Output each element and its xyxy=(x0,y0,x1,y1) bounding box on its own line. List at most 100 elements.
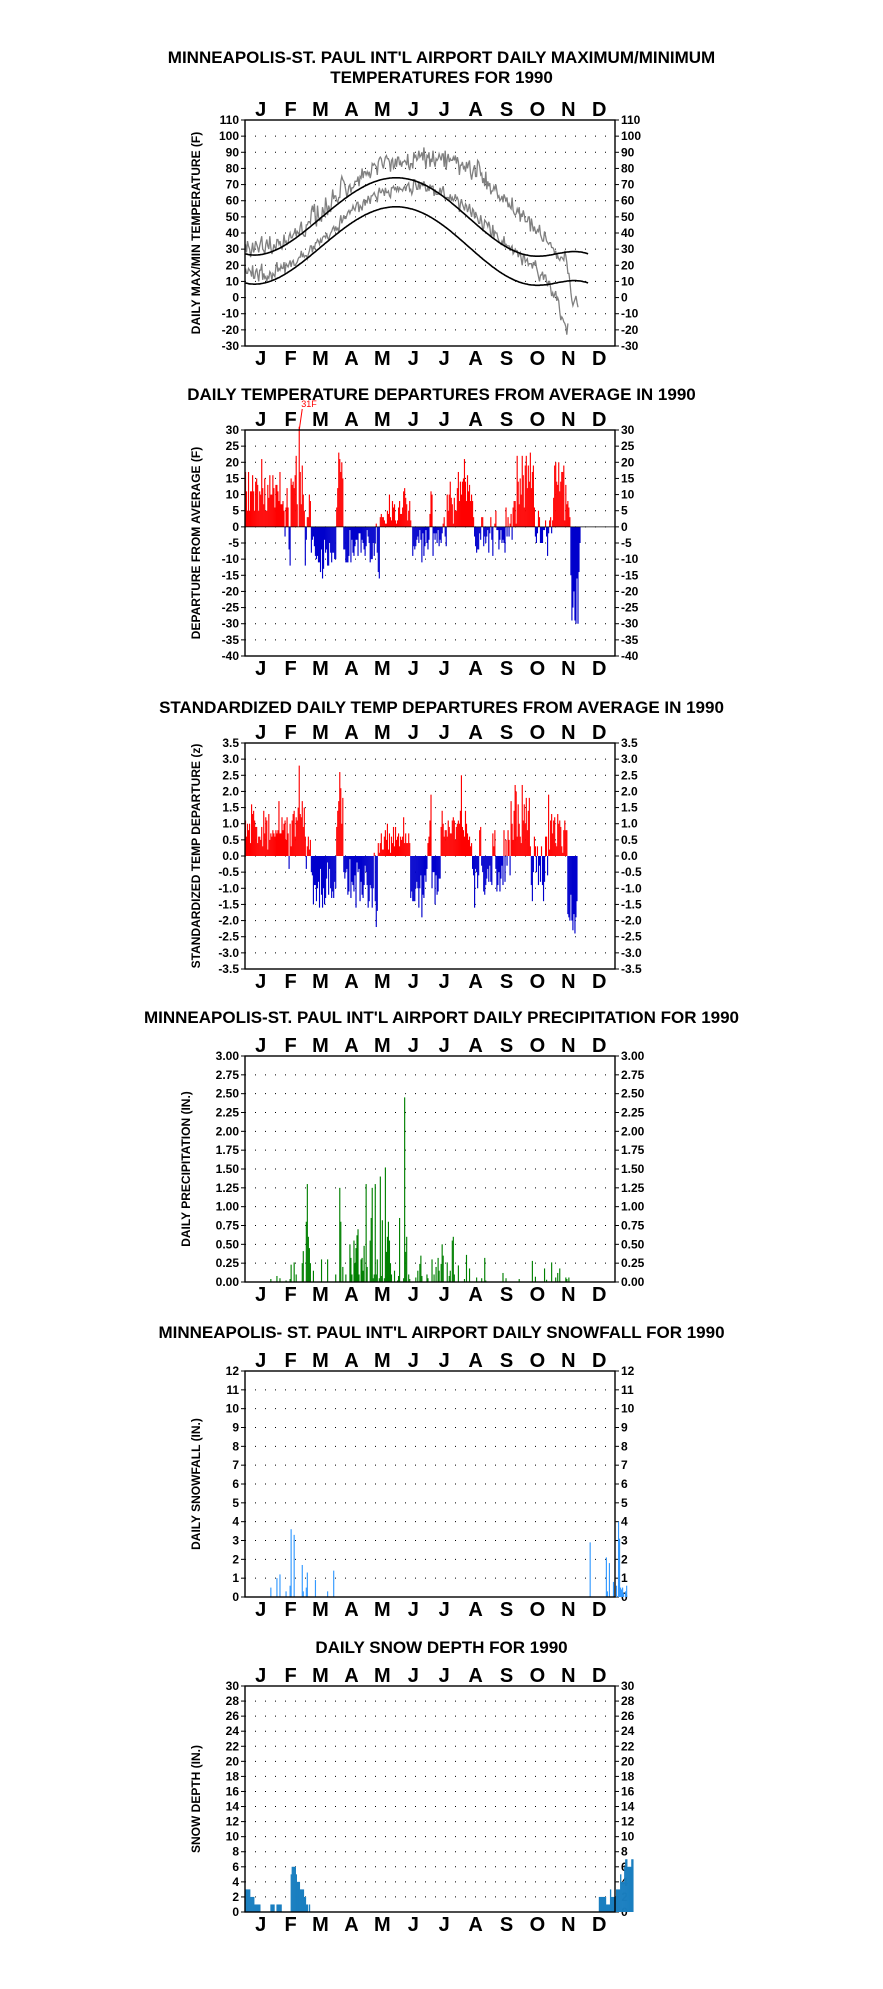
y-tick-label: 11 xyxy=(621,1383,634,1397)
y-tick-label: 10 xyxy=(226,1830,240,1844)
data-bar xyxy=(256,1904,258,1912)
plot-frame xyxy=(244,119,616,347)
month-label: J xyxy=(255,1665,266,1687)
plot-frame xyxy=(244,1685,616,1913)
month-label: S xyxy=(500,348,513,370)
y-tick-label: 1.5 xyxy=(222,801,239,815)
month-label: F xyxy=(285,348,297,370)
month-label: A xyxy=(468,722,482,744)
month-label: J xyxy=(255,1035,266,1057)
y-tick-label: 6 xyxy=(232,1860,239,1874)
data-bar xyxy=(626,1859,628,1912)
data-bar xyxy=(616,1889,618,1912)
y-tick-label: 2.25 xyxy=(216,1106,240,1120)
y-tick-label: 3.00 xyxy=(216,1049,240,1063)
y-tick-label: 16 xyxy=(226,1784,240,1798)
data-bar xyxy=(620,1874,622,1912)
data-bar xyxy=(607,1904,610,1912)
data-bar xyxy=(298,1881,301,1912)
y-tick-label: -40 xyxy=(222,649,240,663)
y-tick-label: -3.0 xyxy=(218,946,239,960)
month-label: A xyxy=(468,1665,482,1687)
month-label: M xyxy=(374,1350,391,1372)
month-label: M xyxy=(312,409,329,431)
y-tick-label: 1.5 xyxy=(621,801,638,815)
plot-area xyxy=(244,765,578,934)
y-tick-label: 14 xyxy=(621,1800,635,1814)
month-label: M xyxy=(312,1350,329,1372)
y-tick-label: 10 xyxy=(621,488,635,502)
y-tick-label: 1.00 xyxy=(621,1200,645,1214)
y-tick-label: 0.75 xyxy=(216,1219,240,1233)
y-tick-label: 28 xyxy=(226,1694,240,1708)
month-label: M xyxy=(312,1599,329,1621)
data-bar xyxy=(301,1889,304,1912)
month-label: M xyxy=(312,1284,329,1306)
data-bar xyxy=(252,1896,254,1912)
month-label: A xyxy=(468,1035,482,1057)
y-tick-label: 8 xyxy=(621,1439,628,1453)
plot-frame xyxy=(244,1055,616,1283)
month-label: O xyxy=(530,1284,546,1306)
y-tick-label: -1.0 xyxy=(218,881,239,895)
y-tick-label: 100 xyxy=(621,129,641,143)
data-bar xyxy=(617,1889,619,1912)
data-bar xyxy=(619,1889,621,1912)
y-tick-label: 22 xyxy=(226,1739,240,1753)
y-axis-label: DEPARTURE FROM AVERAGE (F) xyxy=(189,447,203,639)
y-tick-label: -35 xyxy=(621,633,639,647)
y-tick-label: 8 xyxy=(232,1439,239,1453)
y-tick-label: 22 xyxy=(621,1739,635,1753)
month-label: O xyxy=(530,348,546,370)
y-tick-label: 25 xyxy=(621,439,635,453)
month-label: M xyxy=(374,348,391,370)
data-bar xyxy=(253,1896,255,1912)
month-label: O xyxy=(530,1035,546,1057)
y-tick-label: 20 xyxy=(621,258,635,272)
month-label: N xyxy=(561,971,575,993)
y-tick-label: 0 xyxy=(621,1590,628,1604)
y-tick-label: -25 xyxy=(621,601,639,615)
panel-snowdepth: DAILY SNOW DEPTH FOR 1990 SNOW DEPTH (IN… xyxy=(0,1638,883,1978)
data-bar xyxy=(612,1896,615,1912)
y-tick-label: 30 xyxy=(226,423,240,437)
y-tick-label: 0.0 xyxy=(222,849,239,863)
data-bar xyxy=(296,1881,299,1912)
chart-title-line-1: MINNEAPOLIS- ST. PAUL INT'L AIRPORT DAIL… xyxy=(158,1323,725,1342)
y-tick-label: 2.50 xyxy=(621,1087,645,1101)
month-label: O xyxy=(530,971,546,993)
y-tick-label: 0 xyxy=(621,291,628,305)
y-tick-label: -2.5 xyxy=(621,930,642,944)
month-label: N xyxy=(561,1665,575,1687)
data-bar xyxy=(605,1904,608,1912)
y-tick-label: 2.0 xyxy=(222,784,239,798)
y-tick-label: 3.00 xyxy=(621,1049,645,1063)
y-axis-label: SNOW DEPTH (IN.) xyxy=(189,1745,203,1853)
normal-max-line xyxy=(245,177,589,258)
month-label: J xyxy=(408,348,419,370)
month-label: S xyxy=(500,1665,513,1687)
y-tick-label: 2.00 xyxy=(216,1124,240,1138)
month-label: J xyxy=(439,1350,450,1372)
y-tick-label: -1.5 xyxy=(218,897,239,911)
month-label: D xyxy=(592,722,606,744)
y-tick-label: 80 xyxy=(226,161,240,175)
plot-area xyxy=(244,147,589,335)
y-tick-label: 24 xyxy=(226,1724,240,1738)
month-label: M xyxy=(312,99,329,121)
chart-title-line-1: MINNEAPOLIS-ST. PAUL INT'L AIRPORT DAILY… xyxy=(143,1008,740,1027)
chart-title: MINNEAPOLIS-ST. PAUL INT'L AIRPORT DAILY… xyxy=(0,48,883,88)
y-tick-label: -20 xyxy=(621,584,639,598)
data-bar xyxy=(598,1896,601,1912)
y-tick-label: -20 xyxy=(222,323,240,337)
data-bar xyxy=(308,1904,311,1912)
data-bar xyxy=(246,1889,248,1912)
annotation-label: 31F xyxy=(301,399,317,409)
panel-temperature: MINNEAPOLIS-ST. PAUL INT'L AIRPORT DAILY… xyxy=(0,0,883,370)
month-label: M xyxy=(312,658,329,680)
y-tick-label: 30 xyxy=(621,242,635,256)
y-tick-label: 1.75 xyxy=(621,1143,645,1157)
month-label: S xyxy=(500,1599,513,1621)
y-tick-label: 30 xyxy=(621,423,635,437)
y-tick-label: 30 xyxy=(226,242,240,256)
